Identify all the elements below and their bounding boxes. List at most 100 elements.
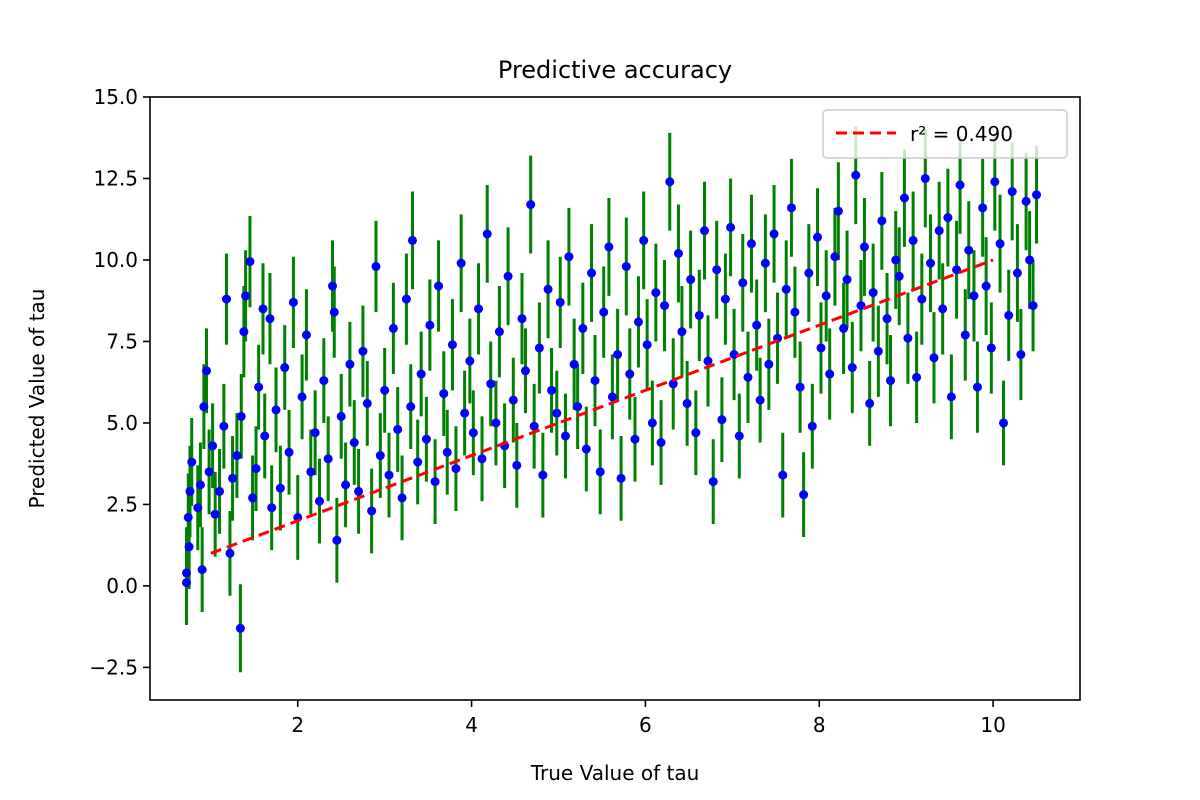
data-point	[477, 454, 487, 464]
data-point	[323, 454, 333, 464]
data-point	[607, 392, 617, 402]
data-point	[972, 382, 982, 392]
data-point	[946, 392, 956, 402]
y-tick-label: 7.5	[106, 329, 138, 353]
data-point	[534, 343, 544, 353]
data-point	[633, 317, 643, 327]
data-point	[526, 200, 536, 210]
data-point	[393, 424, 403, 434]
data-point	[185, 486, 195, 496]
data-point	[430, 477, 440, 487]
data-point	[195, 480, 205, 490]
data-point	[573, 402, 583, 412]
data-point	[886, 376, 896, 386]
data-point	[547, 385, 557, 395]
data-point	[434, 281, 444, 291]
data-point	[778, 470, 788, 480]
data-point	[482, 229, 492, 239]
data-point	[465, 356, 475, 366]
data-point	[332, 535, 342, 545]
data-point	[341, 480, 351, 490]
data-point	[804, 268, 814, 278]
data-point	[543, 284, 553, 294]
data-point	[795, 382, 805, 392]
y-tick-label: 15.0	[93, 85, 138, 109]
data-point	[258, 304, 268, 314]
legend-box	[822, 109, 1068, 159]
data-point	[720, 294, 730, 304]
data-point	[734, 431, 744, 441]
data-point	[630, 434, 640, 444]
data-point	[969, 291, 979, 301]
data-point	[447, 340, 457, 350]
data-point	[764, 359, 774, 369]
data-point	[807, 421, 817, 431]
data-point	[208, 441, 218, 451]
data-point	[686, 275, 696, 285]
data-point	[873, 346, 883, 356]
data-point	[425, 320, 435, 330]
y-tick-label: 10.0	[93, 248, 138, 272]
data-point	[929, 353, 939, 363]
data-point	[183, 512, 193, 522]
data-point	[564, 252, 574, 262]
data-point	[682, 398, 692, 408]
data-point	[401, 294, 411, 304]
x-tick-label: 8	[813, 713, 826, 737]
data-point	[517, 314, 527, 324]
data-point	[228, 473, 238, 483]
data-point	[555, 297, 565, 307]
data-point	[310, 428, 320, 438]
data-point	[647, 418, 657, 428]
data-point	[560, 431, 570, 441]
data-point	[248, 493, 258, 503]
data-point	[251, 464, 261, 474]
chart-title: Predictive accuracy	[498, 56, 732, 84]
data-point	[908, 235, 918, 245]
data-point	[301, 330, 311, 340]
data-point	[199, 402, 209, 412]
x-tick-label: 6	[639, 713, 652, 737]
data-point	[306, 467, 316, 477]
data-point	[569, 359, 579, 369]
data-point	[552, 408, 562, 418]
data-point	[912, 372, 922, 382]
data-point	[406, 402, 416, 412]
data-point	[986, 343, 996, 353]
data-point	[999, 418, 1009, 428]
y-tick-label: 2.5	[106, 492, 138, 516]
data-point	[703, 356, 713, 366]
data-point	[371, 261, 381, 271]
data-point	[839, 323, 849, 333]
data-point	[187, 457, 197, 467]
data-point	[642, 340, 652, 350]
data-point	[955, 180, 965, 190]
data-point	[613, 349, 623, 359]
data-point	[362, 398, 372, 408]
data-point	[599, 307, 609, 317]
data-point	[660, 301, 670, 311]
data-point	[1016, 349, 1026, 359]
data-point	[182, 578, 192, 588]
data-point	[254, 382, 264, 392]
data-point	[595, 467, 605, 477]
data-point	[503, 271, 513, 281]
data-point	[847, 363, 857, 373]
x-tick-label: 2	[291, 713, 304, 737]
data-point	[267, 503, 277, 513]
data-point	[442, 447, 452, 457]
data-point	[920, 173, 930, 183]
data-point	[651, 288, 661, 298]
data-point	[245, 257, 255, 267]
x-axis: 2 4 6 8 10	[291, 700, 1006, 737]
data-point	[358, 346, 368, 356]
data-point	[388, 323, 398, 333]
legend-label: r² = 0.490	[910, 122, 1013, 146]
data-point	[288, 297, 298, 307]
data-point	[760, 258, 770, 268]
data-point	[349, 438, 359, 448]
x-axis-title: True Value of tau	[530, 761, 700, 785]
data-point	[578, 323, 588, 333]
data-point	[235, 623, 245, 633]
data-point	[210, 509, 220, 519]
